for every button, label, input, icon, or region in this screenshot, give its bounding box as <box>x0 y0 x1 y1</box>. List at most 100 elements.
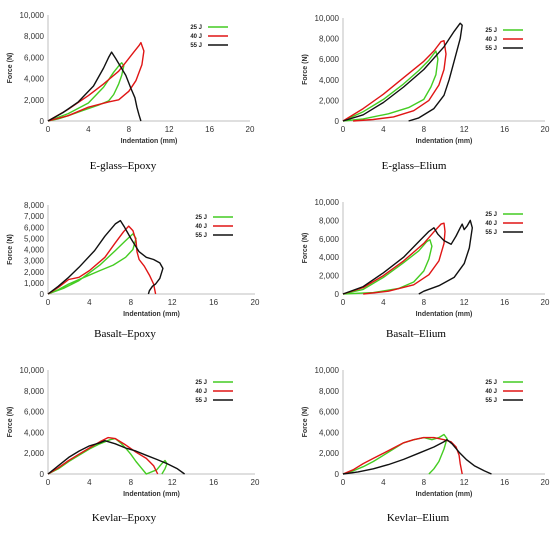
legend-label: 40 J <box>190 34 202 40</box>
y-tick-label: 4,000 <box>24 75 45 84</box>
x-tick-label: 8 <box>422 298 427 307</box>
x-tick-label: 16 <box>209 298 218 307</box>
y-tick-label: 2,000 <box>24 449 45 458</box>
legend-label: 25 J <box>195 215 207 221</box>
x-tick-label: 20 <box>541 298 550 307</box>
y-tick-label: 6,000 <box>24 408 45 417</box>
legend-label: 40 J <box>485 221 497 227</box>
series-line-55j <box>342 22 463 122</box>
x-tick-label: 8 <box>127 125 132 134</box>
x-tick-label: 16 <box>500 125 509 134</box>
y-tick-label: 6,000 <box>319 55 340 64</box>
series-line-25j <box>342 50 439 122</box>
y-tick-label: 2,000 <box>319 449 340 458</box>
x-tick-label: 4 <box>381 478 386 487</box>
y-tick-label: 0 <box>335 290 340 299</box>
x-axis-title: Indentation (mm) <box>121 138 178 145</box>
series-line-40j <box>47 41 145 122</box>
y-tick-label: 6,000 <box>319 235 340 244</box>
legend-label: 40 J <box>485 389 497 395</box>
x-tick-label: 12 <box>460 125 469 134</box>
y-tick-label: 1,000 <box>24 279 45 288</box>
x-tick-label: 16 <box>500 478 509 487</box>
y-tick-label: 10,000 <box>20 11 45 20</box>
y-tick-label: 4,000 <box>24 428 45 437</box>
x-tick-label: 4 <box>87 298 92 307</box>
x-tick-label: 4 <box>381 298 386 307</box>
x-tick-label: 0 <box>46 478 51 487</box>
y-tick-label: 0 <box>40 470 45 479</box>
legend-label: 25 J <box>485 212 497 218</box>
x-axis-title: Indentation (mm) <box>416 491 473 498</box>
y-axis-title: Force (N) <box>302 233 309 264</box>
x-tick-label: 12 <box>165 125 174 134</box>
x-axis-title: Indentation (mm) <box>123 491 180 498</box>
series-line-55j <box>342 439 492 475</box>
x-tick-label: 8 <box>422 478 427 487</box>
y-tick-label: 4,000 <box>319 428 340 437</box>
x-tick-label: 4 <box>87 478 92 487</box>
x-axis-title: Indentation (mm) <box>416 138 473 145</box>
y-tick-label: 2,000 <box>319 272 340 281</box>
chart-caption: Basalt–Epoxy <box>94 328 156 340</box>
y-axis-title: Force (N) <box>7 234 14 265</box>
x-tick-label: 4 <box>381 125 386 134</box>
y-tick-label: 0 <box>335 470 340 479</box>
x-tick-label: 8 <box>422 125 427 134</box>
x-tick-label: 0 <box>46 125 51 134</box>
chart-caption: E-glass–Epoxy <box>89 160 157 172</box>
y-tick-label: 8,000 <box>24 387 45 396</box>
y-tick-label: 10,000 <box>315 366 340 375</box>
legend-label: 25 J <box>190 25 202 31</box>
series-line-55j <box>47 51 142 122</box>
legend-label: 55 J <box>195 233 207 239</box>
legend-label: 25 J <box>485 28 497 34</box>
y-tick-label: 8,000 <box>319 387 340 396</box>
x-tick-label: 0 <box>341 298 346 307</box>
y-tick-label: 4,000 <box>319 253 340 262</box>
x-tick-label: 16 <box>205 125 214 134</box>
chart-caption: E-glass–Elium <box>381 160 447 172</box>
y-tick-label: 2,000 <box>24 96 45 105</box>
series-line-55j <box>342 219 473 295</box>
x-tick-label: 16 <box>500 298 509 307</box>
x-tick-label: 20 <box>251 298 260 307</box>
y-tick-label: 4,000 <box>24 246 45 255</box>
legend-label: 25 J <box>195 380 207 386</box>
x-tick-label: 8 <box>129 478 134 487</box>
y-tick-label: 8,000 <box>319 35 340 44</box>
chart-caption: Kevlar–Elium <box>386 512 450 524</box>
x-axis-title: Indentation (mm) <box>416 311 473 318</box>
legend-label: 40 J <box>195 224 207 230</box>
y-tick-label: 0 <box>40 290 45 299</box>
y-axis-title: Force (N) <box>7 407 14 438</box>
chart-caption: Kevlar–Epoxy <box>91 512 157 524</box>
series-line-25j <box>342 433 448 475</box>
x-tick-label: 12 <box>168 478 177 487</box>
legend-label: 55 J <box>485 398 497 404</box>
y-axis-title: Force (N) <box>302 54 309 85</box>
series-line-40j <box>47 225 157 295</box>
y-tick-label: 8,000 <box>24 32 45 41</box>
y-tick-label: 2,000 <box>319 96 340 105</box>
y-axis-title: Force (N) <box>302 407 309 438</box>
y-tick-label: 6,000 <box>24 53 45 62</box>
y-tick-label: 6,000 <box>319 408 340 417</box>
y-tick-label: 2,000 <box>24 268 45 277</box>
y-tick-label: 5,000 <box>24 234 45 243</box>
y-tick-label: 0 <box>40 117 45 126</box>
x-tick-label: 8 <box>129 298 134 307</box>
y-tick-label: 0 <box>335 117 340 126</box>
x-tick-label: 12 <box>460 478 469 487</box>
x-tick-label: 12 <box>168 298 177 307</box>
y-tick-label: 10,000 <box>315 14 340 23</box>
series-line-40j <box>342 40 447 122</box>
x-tick-label: 0 <box>341 125 346 134</box>
chart-caption: Basalt–Elium <box>386 328 446 340</box>
series-line-55j <box>47 440 186 475</box>
